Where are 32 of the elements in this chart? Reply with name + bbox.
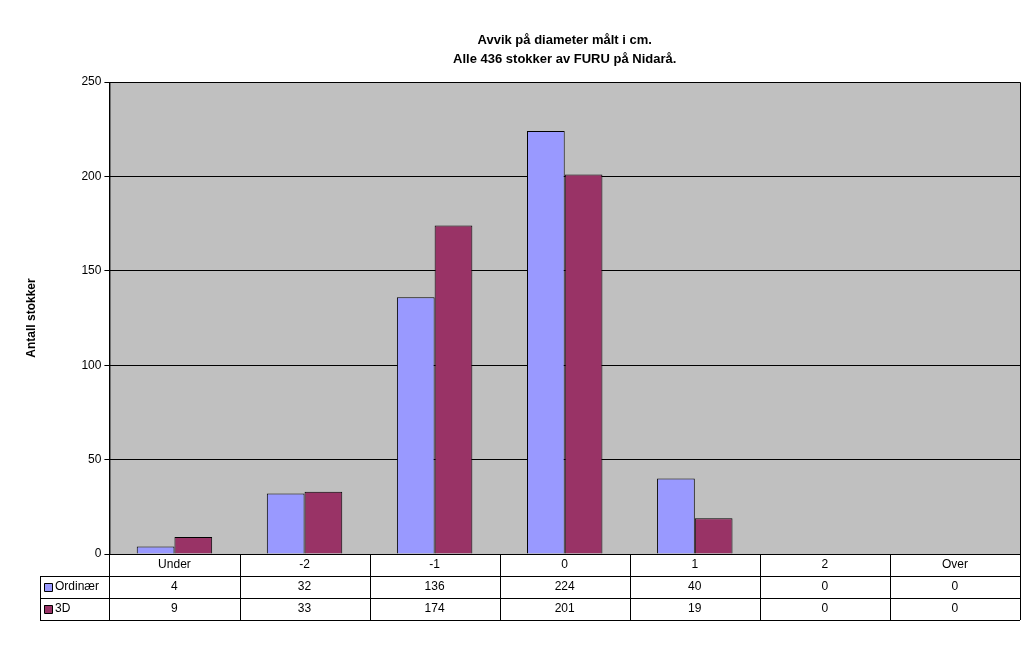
x-tick-label: 0 <box>561 557 569 572</box>
data-label: 19 <box>688 601 702 616</box>
y-axis-title: Antall stokker <box>23 277 38 358</box>
data-label: 0 <box>951 601 959 616</box>
x-tick-label: 1 <box>691 557 699 572</box>
legend-label: Ordinær <box>55 579 100 594</box>
y-tick-label: 50 <box>88 451 102 466</box>
y-tick-label: 200 <box>81 168 102 183</box>
data-label: 0 <box>821 601 829 616</box>
data-label: 32 <box>297 579 312 594</box>
data-label: 224 <box>554 579 576 594</box>
data-label: 201 <box>554 601 576 616</box>
data-label: 40 <box>688 579 702 594</box>
data-label: 0 <box>951 579 959 594</box>
data-label: 9 <box>171 601 179 616</box>
data-label: 0 <box>821 579 829 594</box>
x-tick-label: Over <box>941 557 968 572</box>
legend-label: 3D <box>55 601 71 616</box>
x-tick-label: -1 <box>429 557 441 572</box>
chart-subtitle: Alle 436 stokker av FURU på Nidarå. <box>453 50 677 66</box>
x-tick-label: -2 <box>299 557 311 572</box>
y-tick-label: 100 <box>81 357 102 372</box>
data-label: 136 <box>424 579 445 594</box>
chart-title: Avvik på diameter målt i cm. <box>477 31 652 47</box>
data-label: 4 <box>171 579 179 594</box>
y-tick-label: 250 <box>81 74 102 89</box>
x-tick-label: Under <box>158 557 191 572</box>
y-tick-label: 150 <box>81 263 102 278</box>
x-tick-label: 2 <box>821 557 829 572</box>
data-label: 33 <box>297 601 312 616</box>
data-label: 174 <box>424 601 445 616</box>
y-tick-label: 0 <box>94 546 102 561</box>
